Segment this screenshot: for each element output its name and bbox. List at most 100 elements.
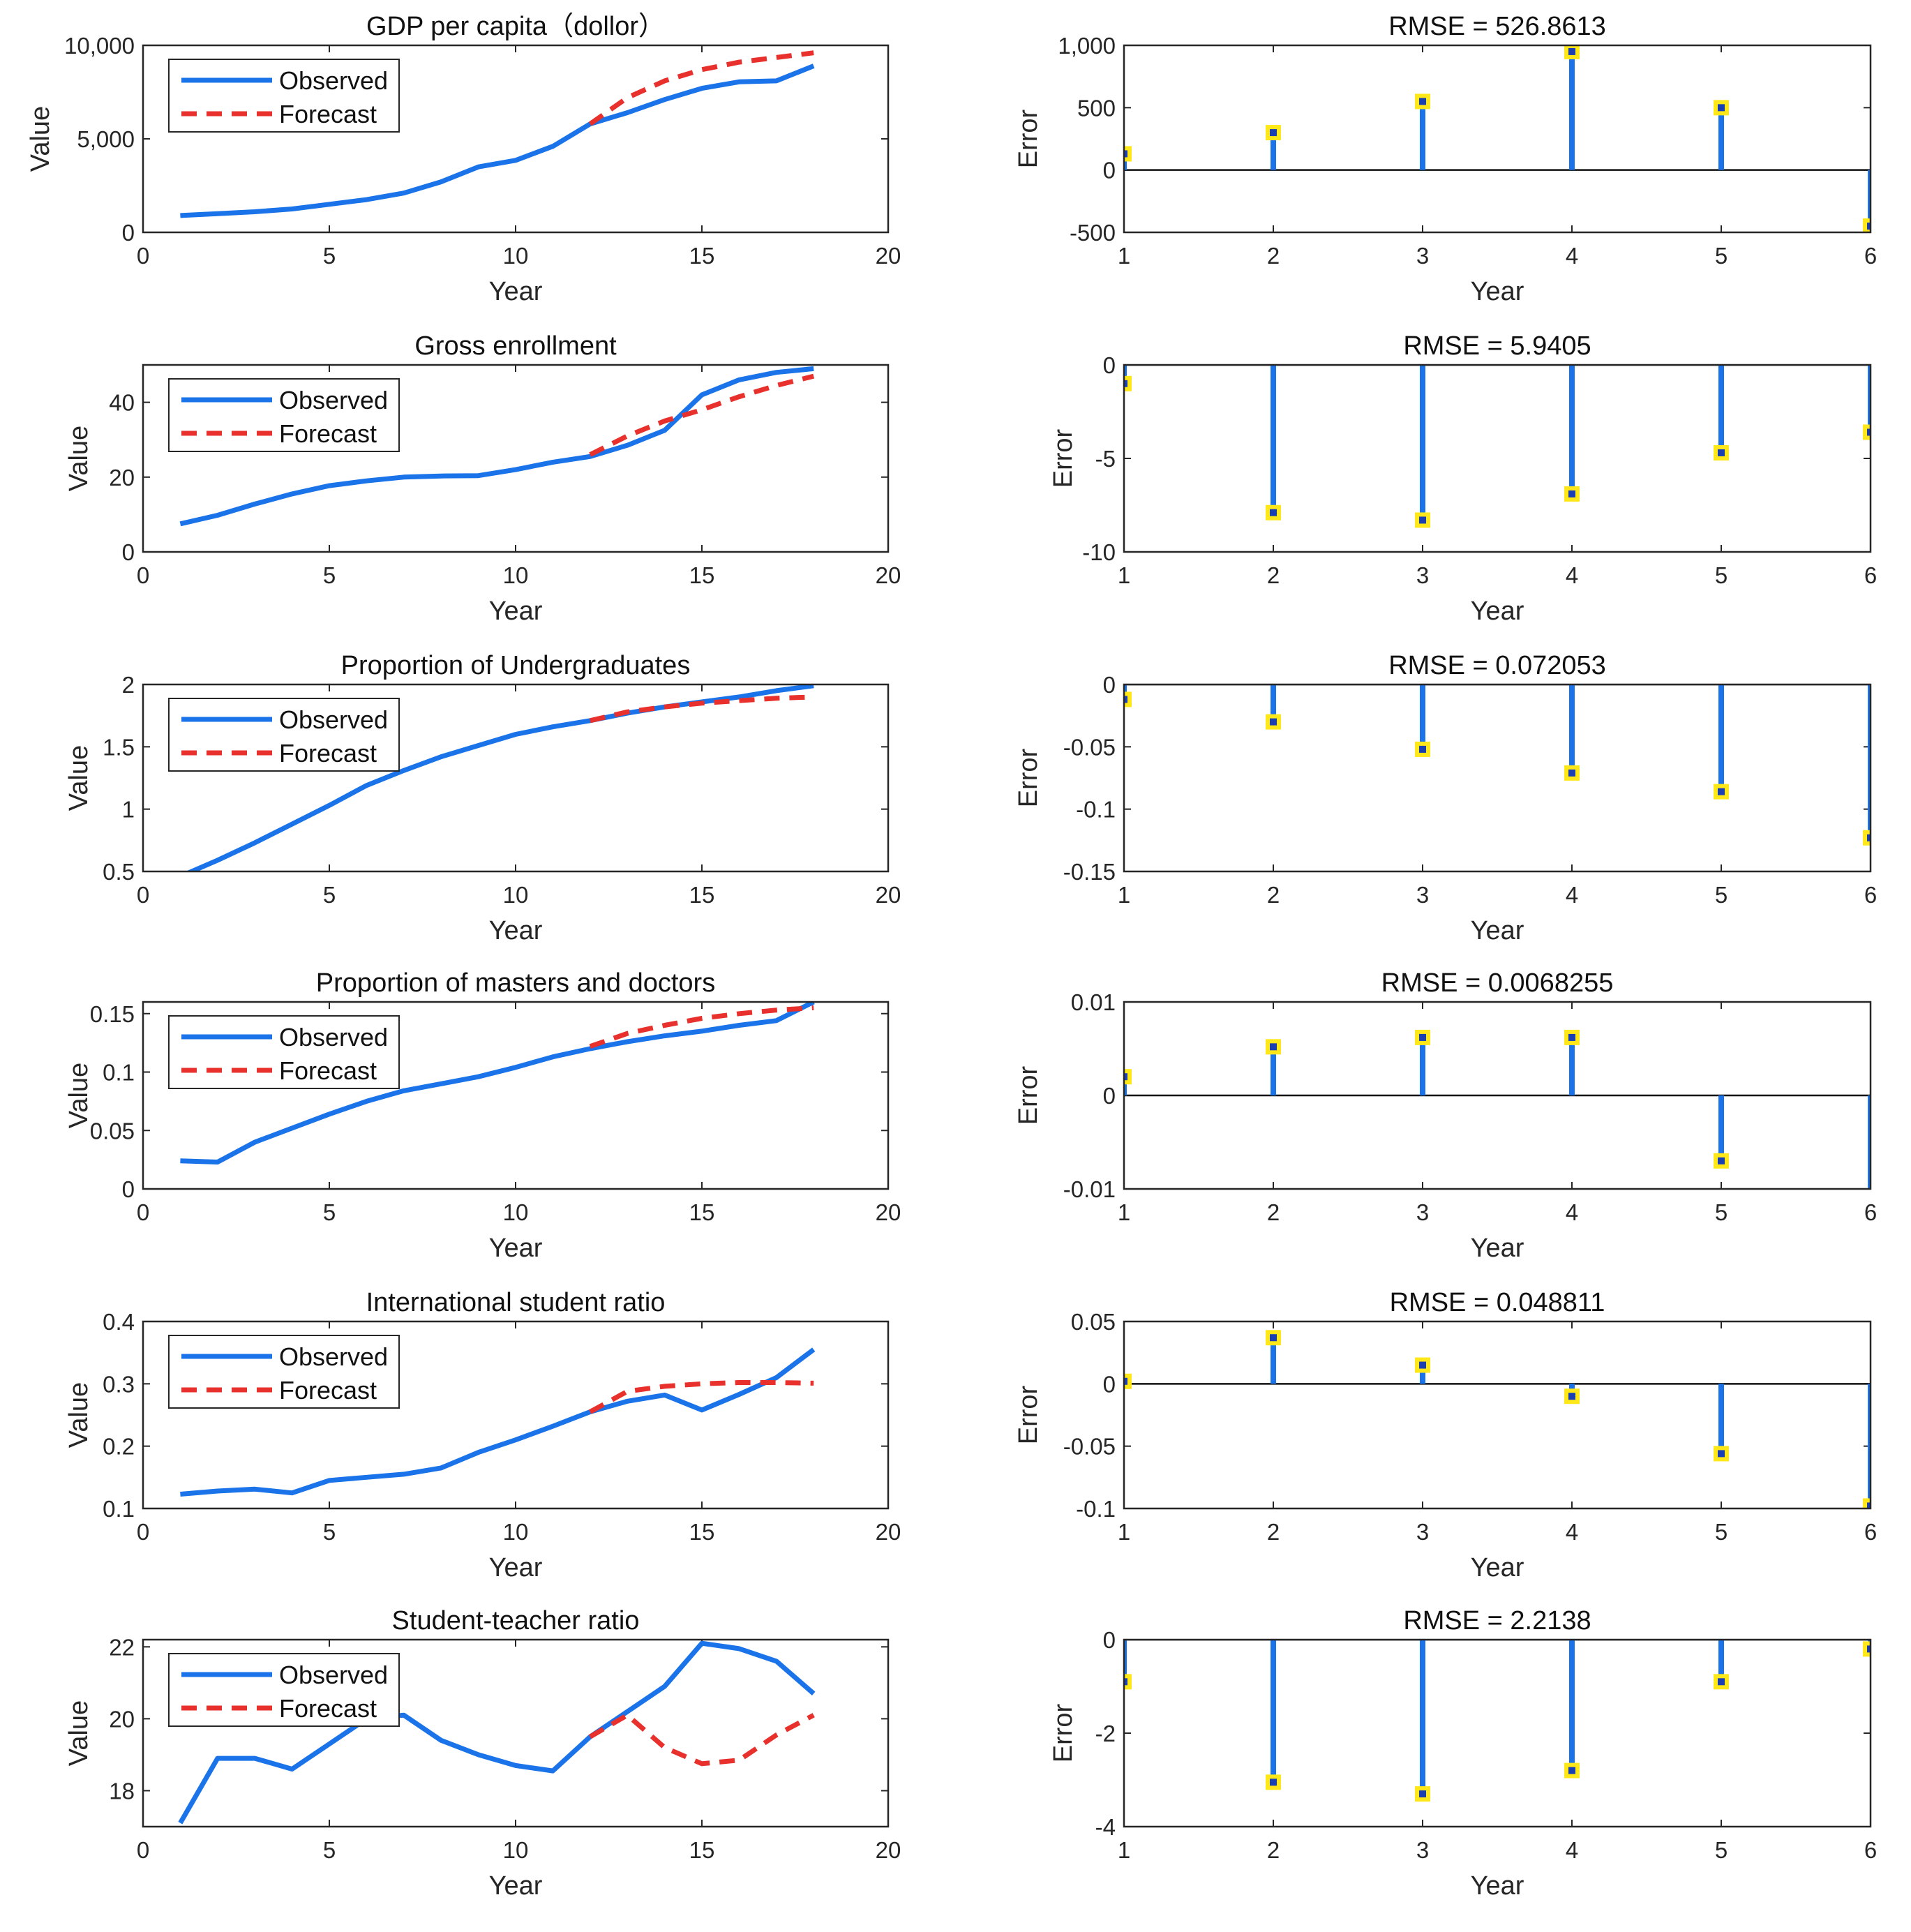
x-tick-label: 4 [1566,882,1578,908]
y-tick-label: 1 [122,797,135,823]
y-tick-label: -0.05 [1063,1434,1116,1460]
x-tick-label: 10 [503,243,529,269]
stem-marker-6 [1863,1641,1871,1657]
x-axis-label: Year [1471,1234,1524,1263]
stem-marker-core-2 [1270,1043,1277,1051]
subplot-9: 0 5 10 15 20 0.1 0.2 0.3 0.4 International studen… [64,1288,901,1582]
subplot-12: 1 2 3 4 5 6 -4 -2 0 RMSE = 2.2138 Year Error [1049,1606,1877,1901]
x-tick-label: 2 [1267,882,1280,908]
y-tick-label: 0.01 [1071,989,1116,1015]
axes-box [142,44,890,234]
data-layer [1124,45,1871,232]
x-tick-label: 2 [1267,562,1280,588]
x-tick-label: 6 [1864,1837,1877,1863]
x-tick-label: 20 [876,243,901,269]
x-axis-label: Year [1471,1871,1524,1901]
axes-box [1123,364,1872,553]
legend-box [168,1015,400,1089]
stem-marker-core-5 [1718,104,1725,112]
data-layer [178,1640,816,1825]
x-tick-label: 4 [1566,1199,1578,1225]
stem-marker-core-1 [1124,1073,1127,1081]
y-tick-label: -4 [1095,1814,1116,1840]
x-tick-label: 6 [1864,1199,1877,1225]
x-tick-label: 15 [689,1199,715,1225]
stem-marker-core-4 [1568,1767,1575,1774]
plot-area [1124,1640,1871,1827]
x-tick-label: 15 [689,562,715,588]
x-tick-label: 1 [1118,243,1130,269]
x-tick-label: 15 [689,1837,715,1863]
x-tick-label: 0 [137,882,149,908]
x-axis-label: Year [489,1871,543,1901]
y-tick-label: -0.1 [1076,1496,1116,1522]
data-layer [180,1002,815,1165]
plot-area [1124,45,1871,232]
y-tick-label: -2 [1095,1721,1116,1746]
stem-marker-core-1 [1124,380,1127,387]
stem-marker-core-2 [1270,1334,1277,1342]
y-tick-label: 0 [1103,158,1116,184]
y-tick-label: -10 [1082,539,1116,565]
legend-box [168,378,400,452]
subplot-8: 1 2 3 4 5 6 -0.01 0 0.01 RMSE = 0.0068255 Year Erro… [1014,968,1877,1263]
subplot-7: 0 5 10 15 20 0 0.05 0.1 0.15 Proportion of master… [64,968,901,1263]
x-tick-label: 20 [876,1519,901,1545]
legend-label-forecast: Forecast [279,1056,377,1085]
x-axis-label: Year [1471,277,1524,306]
y-axis-label: Error [1049,1703,1078,1762]
x-tick-label: 4 [1566,1837,1578,1863]
stem-marker-core-2 [1270,129,1277,137]
chart-title: RMSE = 5.9405 [1403,331,1591,361]
x-tick-label: 6 [1864,882,1877,908]
axes-box [142,683,890,873]
stem-marker-core-2 [1270,718,1277,726]
y-axis-label: Value [64,1382,93,1448]
y-tick-label: 18 [109,1778,135,1804]
data-layer [1124,684,1871,846]
stem-marker-core-6 [1867,223,1871,230]
legend-label-observed: Observed [279,705,388,734]
series-observed-line [178,1640,816,1825]
y-tick-label: 0 [122,539,135,565]
subplot-2: 1 2 3 4 5 6 -500 0 500 1,000 RMSE = 526.8613 Year Er… [1014,12,1877,306]
y-tick-label: -5 [1095,446,1116,472]
y-tick-label: 0 [122,220,135,246]
x-tick-label: 0 [137,1519,149,1545]
y-tick-label: 0.2 [103,1434,135,1460]
x-tick-label: 4 [1566,243,1578,269]
stem-marker-core-2 [1270,1779,1277,1786]
x-tick-label: 1 [1118,1837,1130,1863]
stem-marker-6 [1863,830,1871,846]
stem-marker-core-1 [1124,1678,1127,1686]
stem-marker-1 [1124,146,1132,162]
series-forecast-line [590,694,814,724]
axes-box [1123,1638,1872,1828]
stem-marker-core-4 [1568,490,1575,497]
y-tick-label: 500 [1077,95,1116,121]
axes-box [142,1001,890,1190]
y-tick-label: -0.01 [1063,1176,1116,1202]
series-forecast-line [589,1005,814,1049]
chart-title: RMSE = 0.0068255 [1381,968,1614,998]
legend: Observed Forecast [168,59,400,133]
chart-title: RMSE = 2.2138 [1403,1606,1591,1635]
x-tick-label: 5 [323,1837,336,1863]
chart-title: Gross enrollment [414,331,617,361]
stem-marker-core-6 [1867,428,1871,436]
legend-label-forecast: Forecast [279,100,377,128]
x-tick-label: 6 [1864,243,1877,269]
legend-box [168,1653,400,1727]
x-tick-label: 5 [323,1199,336,1225]
legend-label-observed: Observed [279,386,388,414]
x-tick-label: 5 [1715,1199,1728,1225]
axes-box [1123,44,1872,234]
y-axis-label: Value [64,1063,93,1128]
legend-box [168,698,400,772]
x-tick-label: 15 [689,1519,715,1545]
y-tick-label: 0 [1103,1371,1116,1397]
stem-marker-core-5 [1718,1450,1725,1458]
x-tick-label: 3 [1416,882,1429,908]
legend-box [168,59,400,133]
series-observed-line [180,1002,815,1165]
